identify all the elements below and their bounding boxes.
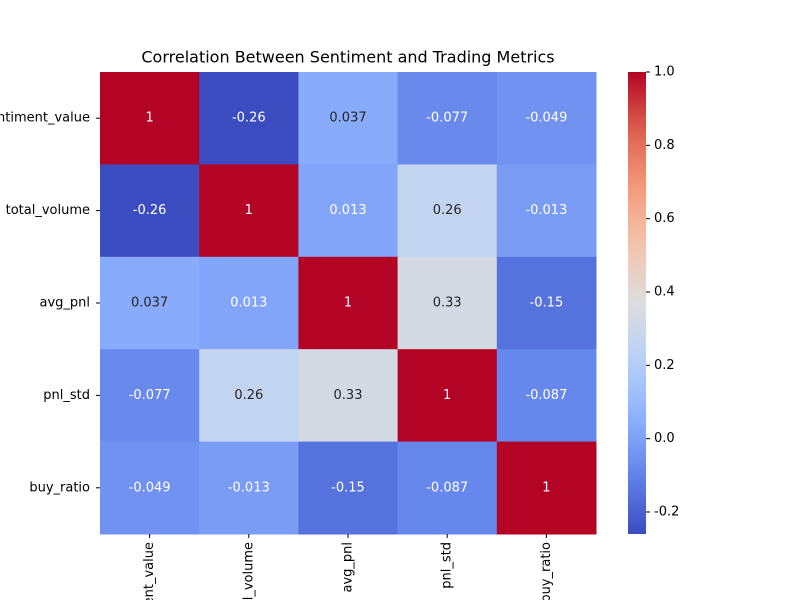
cell-label: -0.15 — [331, 480, 365, 495]
cell-label: 0.26 — [234, 388, 263, 403]
heatmap-cell — [199, 256, 299, 350]
chart-title: Correlation Between Sentiment and Tradin… — [141, 48, 554, 67]
heatmap-cell — [298, 164, 399, 258]
colorbar-tick-label: -0.2 — [654, 505, 679, 520]
cell-label: 0.33 — [433, 296, 462, 311]
heatmap-cell — [397, 349, 498, 443]
cell-label: 1 — [145, 111, 153, 126]
cell-label: 0.26 — [433, 203, 462, 218]
cell-label: 0.013 — [230, 296, 267, 311]
heatmap-cell — [100, 441, 200, 535]
cell-label: 1 — [344, 296, 352, 311]
cell-label: -0.087 — [426, 480, 468, 495]
heatmap-cell — [100, 349, 200, 443]
x-tick-label: pnl_std — [440, 542, 455, 589]
colorbar-tick-label: 0.4 — [654, 285, 675, 300]
heatmap-cell — [397, 256, 498, 350]
heatmap-cell — [100, 256, 200, 350]
heatmap-cell — [298, 349, 399, 443]
colorbar-tick-label: 0.2 — [654, 358, 675, 373]
heatmap-cell — [298, 72, 399, 165]
y-tick-label: sentiment_value — [0, 111, 90, 126]
heatmap-cell — [397, 72, 498, 165]
x-tick-label: total_volume — [241, 542, 256, 600]
heatmap-cell — [496, 72, 597, 165]
cell-label: -0.077 — [426, 111, 468, 126]
cell-label: -0.087 — [525, 388, 567, 403]
colorbar — [628, 72, 646, 534]
heatmap-cell — [100, 72, 200, 165]
cell-label: 0.013 — [329, 203, 366, 218]
x-tick-label: avg_pnl — [341, 542, 356, 593]
cell-label: 1 — [542, 480, 550, 495]
heatmap-cell — [199, 164, 299, 258]
cell-label: -0.013 — [525, 203, 567, 218]
cell-label: 0.037 — [329, 111, 366, 126]
cell-label: 0.037 — [131, 296, 168, 311]
heatmap-cell — [298, 256, 399, 350]
cell-label: -0.013 — [228, 480, 270, 495]
heatmap-cell — [496, 441, 597, 535]
heatmap-cell — [199, 349, 299, 443]
heatmap-cell — [100, 164, 200, 258]
y-tick-label: buy_ratio — [29, 480, 90, 495]
heatmap-cell — [298, 441, 399, 535]
cell-label: -0.26 — [232, 111, 266, 126]
heatmap-cell — [397, 441, 498, 535]
heatmap-cell — [397, 164, 498, 258]
heatmap-cell — [496, 349, 597, 443]
colorbar-tick-label: 0.6 — [654, 211, 675, 226]
heatmap-cell — [199, 72, 299, 165]
cell-label: 0.33 — [334, 388, 363, 403]
y-tick-label: pnl_std — [43, 388, 90, 403]
heatmap-cell — [496, 256, 597, 350]
heatmap-cell — [496, 164, 597, 258]
y-tick-label: avg_pnl — [39, 296, 90, 311]
colorbar-tick-label: 0.0 — [654, 431, 675, 446]
x-tick-label: sentiment_value — [142, 542, 157, 600]
cell-label: -0.077 — [129, 388, 171, 403]
cell-label: -0.049 — [525, 111, 567, 126]
cell-label: 1 — [245, 203, 253, 218]
cell-label: -0.15 — [530, 296, 564, 311]
x-tick-label: buy_ratio — [539, 542, 554, 600]
cell-label: -0.26 — [133, 203, 167, 218]
colorbar-tick-label: 1.0 — [654, 65, 675, 80]
cell-label: 1 — [443, 388, 451, 403]
colorbar-tick-label: 0.8 — [654, 138, 675, 153]
heatmap-cell — [199, 441, 299, 535]
y-tick-label: total_volume — [6, 203, 90, 218]
cell-label: -0.049 — [129, 480, 171, 495]
